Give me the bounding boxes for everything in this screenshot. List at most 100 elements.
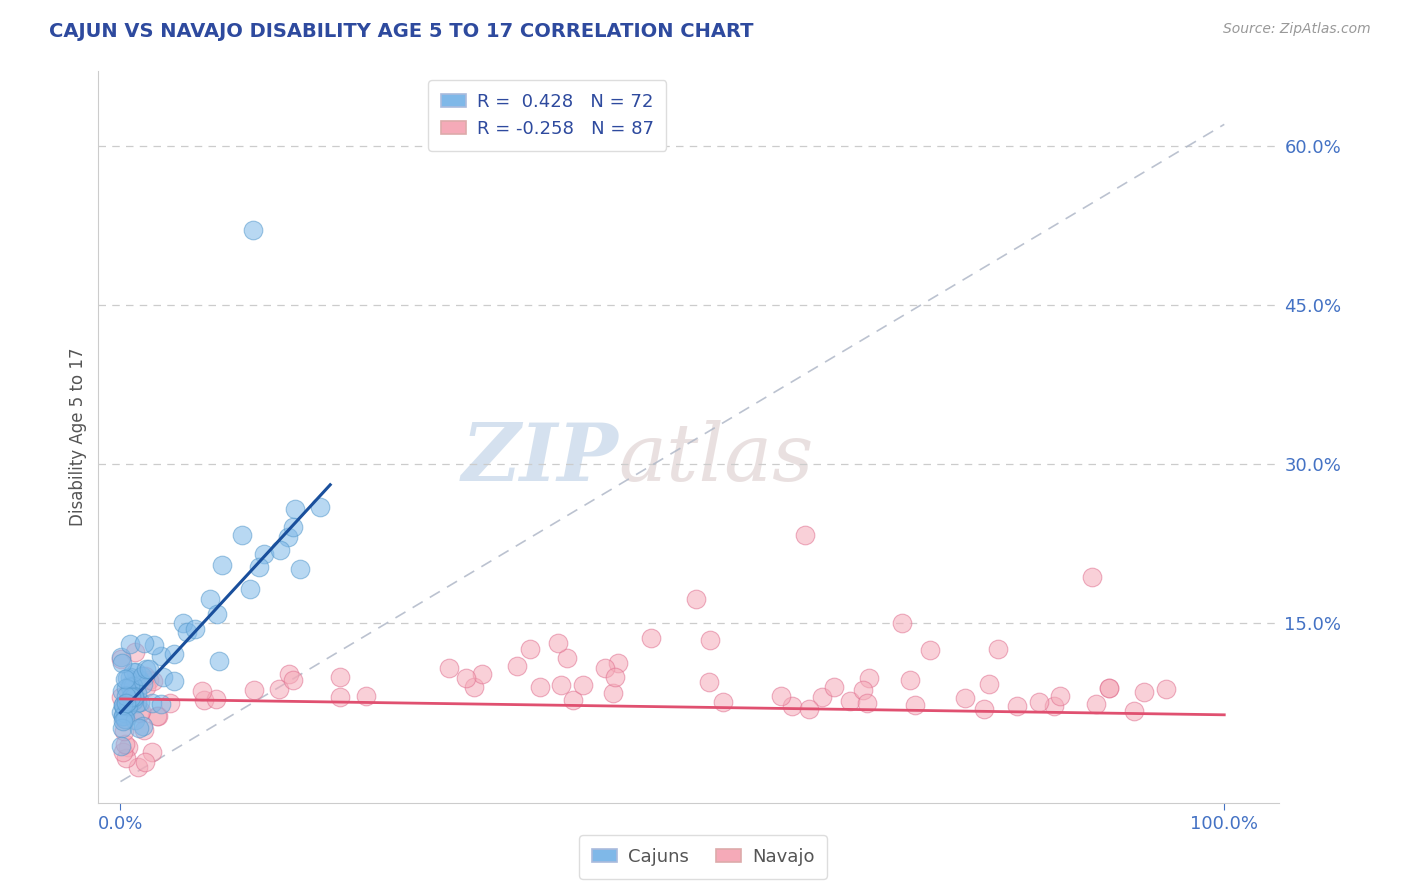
- Point: [149, 697, 172, 711]
- Point: [114, 681, 136, 696]
- Point: [111, 721, 134, 735]
- Point: [112, 712, 135, 726]
- Point: [141, 696, 163, 710]
- Point: [117, 694, 139, 708]
- Point: [121, 665, 143, 680]
- Y-axis label: Disability Age 5 to 17: Disability Age 5 to 17: [69, 348, 87, 526]
- Point: [111, 709, 134, 723]
- Point: [124, 714, 146, 728]
- Point: [125, 665, 148, 679]
- Point: [550, 678, 572, 692]
- Point: [128, 673, 150, 687]
- Point: [134, 756, 156, 770]
- Point: [183, 622, 205, 636]
- Point: [572, 677, 595, 691]
- Point: [114, 698, 136, 713]
- Point: [135, 680, 157, 694]
- Point: [1005, 699, 1028, 714]
- Point: [132, 636, 155, 650]
- Point: [529, 680, 551, 694]
- Point: [231, 528, 253, 542]
- Point: [122, 693, 145, 707]
- Point: [713, 695, 735, 709]
- Point: [603, 670, 626, 684]
- Point: [124, 689, 146, 703]
- Point: [1081, 570, 1104, 584]
- Point: [114, 706, 136, 720]
- Point: [769, 689, 792, 703]
- Point: [193, 693, 215, 707]
- Point: [114, 672, 136, 686]
- Point: [283, 520, 305, 534]
- Point: [111, 745, 134, 759]
- Point: [138, 662, 160, 676]
- Point: [159, 696, 181, 710]
- Point: [267, 681, 290, 696]
- Point: [595, 661, 617, 675]
- Point: [890, 616, 912, 631]
- Point: [811, 690, 834, 705]
- Text: atlas: atlas: [619, 420, 814, 498]
- Point: [277, 530, 299, 544]
- Point: [852, 683, 875, 698]
- Point: [290, 562, 312, 576]
- Point: [1028, 695, 1050, 709]
- Point: [797, 701, 820, 715]
- Point: [252, 547, 274, 561]
- Point: [141, 745, 163, 759]
- Point: [780, 698, 803, 713]
- Point: [120, 690, 142, 705]
- Point: [120, 637, 142, 651]
- Point: [117, 739, 139, 754]
- Point: [142, 638, 165, 652]
- Point: [920, 643, 942, 657]
- Point: [191, 684, 214, 698]
- Point: [555, 651, 578, 665]
- Point: [114, 751, 136, 765]
- Point: [987, 641, 1010, 656]
- Point: [640, 631, 662, 645]
- Point: [128, 673, 150, 687]
- Point: [898, 673, 921, 688]
- Point: [176, 624, 198, 639]
- Point: [208, 654, 231, 668]
- Point: [112, 724, 135, 739]
- Point: [135, 662, 157, 676]
- Point: [204, 691, 226, 706]
- Point: [122, 690, 145, 704]
- Point: [142, 674, 165, 689]
- Legend: Cajuns, Navajo: Cajuns, Navajo: [579, 835, 827, 879]
- Point: [110, 705, 132, 719]
- Point: [838, 694, 860, 708]
- Point: [172, 615, 194, 630]
- Point: [131, 669, 153, 683]
- Point: [127, 696, 149, 710]
- Point: [122, 679, 145, 693]
- Point: [128, 721, 150, 735]
- Point: [127, 686, 149, 700]
- Legend: R =  0.428   N = 72, R = -0.258   N = 87: R = 0.428 N = 72, R = -0.258 N = 87: [427, 80, 666, 151]
- Point: [1042, 699, 1064, 714]
- Point: [1098, 681, 1121, 695]
- Point: [823, 680, 845, 694]
- Point: [111, 714, 134, 728]
- Point: [112, 698, 135, 712]
- Point: [858, 671, 880, 685]
- Point: [506, 659, 529, 673]
- Point: [953, 691, 976, 706]
- Point: [138, 673, 160, 688]
- Text: CAJUN VS NAVAJO DISABILITY AGE 5 TO 17 CORRELATION CHART: CAJUN VS NAVAJO DISABILITY AGE 5 TO 17 C…: [49, 22, 754, 41]
- Point: [977, 677, 1000, 691]
- Point: [112, 699, 135, 714]
- Point: [454, 671, 477, 685]
- Point: [118, 680, 141, 694]
- Point: [607, 656, 630, 670]
- Point: [122, 692, 145, 706]
- Point: [437, 661, 460, 675]
- Point: [118, 678, 141, 692]
- Point: [1122, 705, 1144, 719]
- Point: [132, 723, 155, 737]
- Point: [132, 719, 155, 733]
- Point: [110, 690, 132, 704]
- Point: [148, 709, 170, 723]
